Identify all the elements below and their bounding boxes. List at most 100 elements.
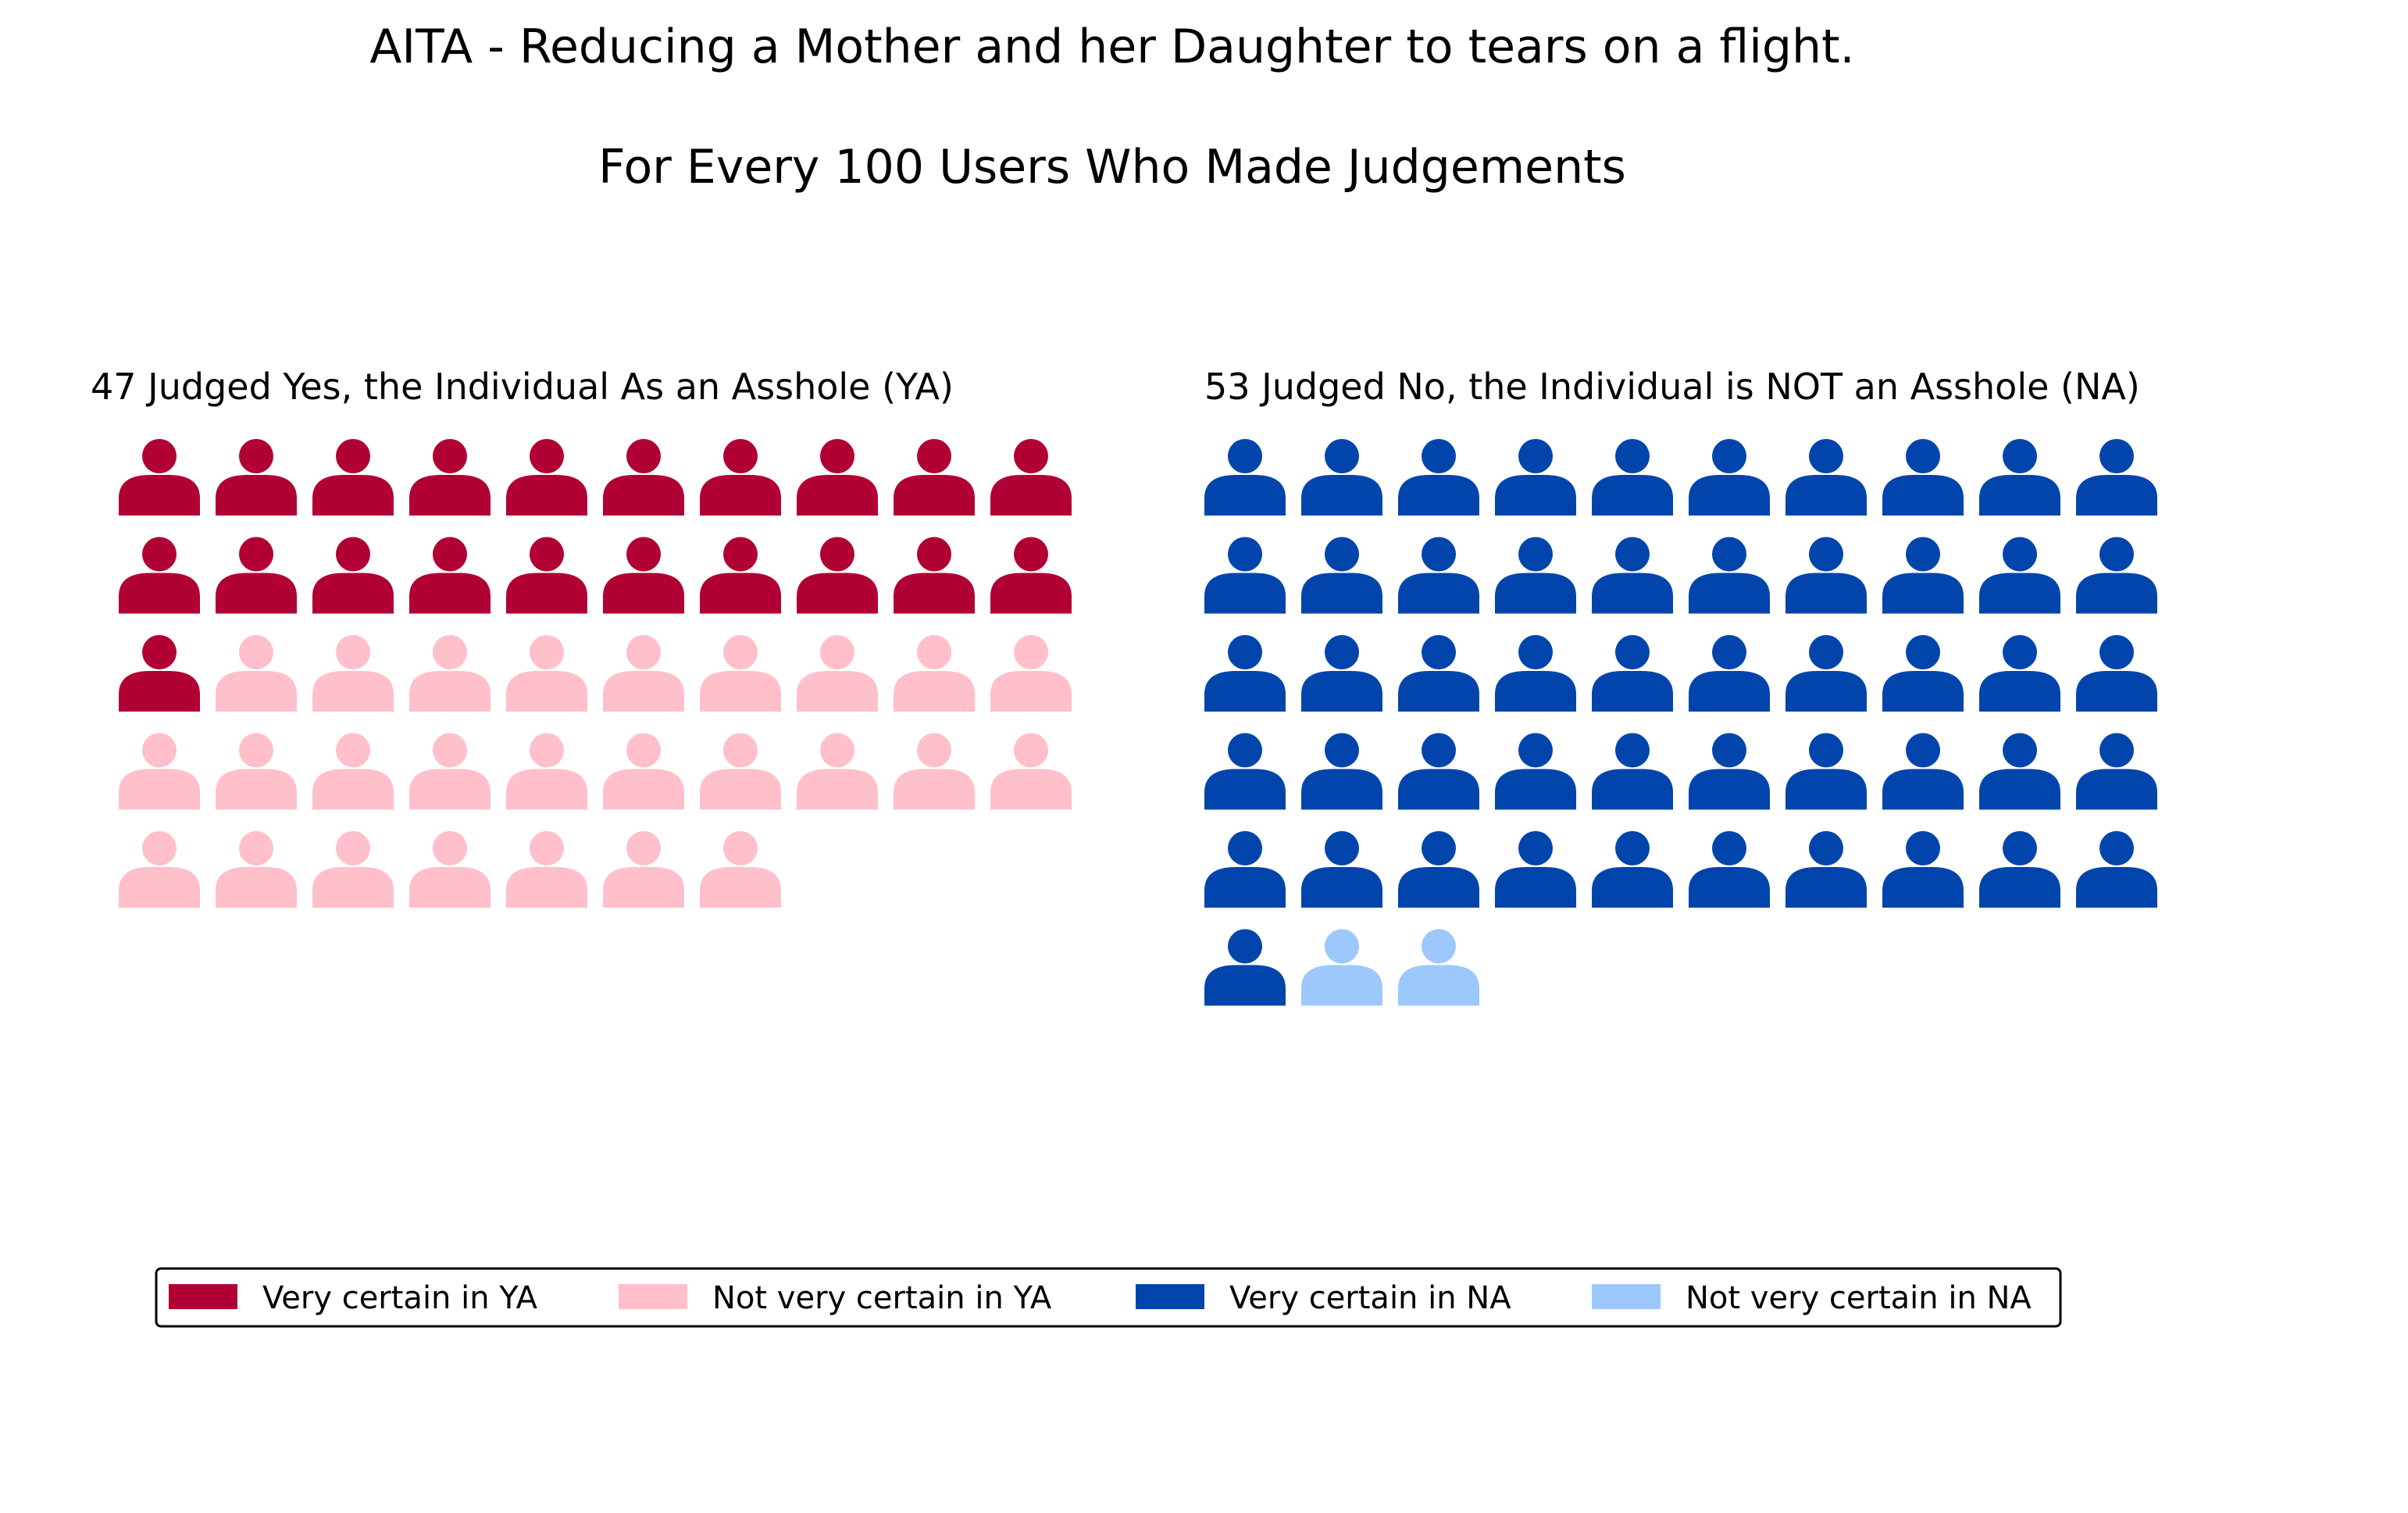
person-icon-na-seg0-29 — [2076, 635, 2157, 712]
person-icon-ya-seg0-5 — [603, 439, 684, 516]
person-icon-ya-seg0-18 — [894, 537, 975, 614]
person-icon-na-seg0-0 — [1204, 439, 1286, 516]
person-icon-na-seg0-11 — [1301, 537, 1382, 614]
person-icon-na-seg0-10 — [1204, 537, 1286, 614]
person-icon-ya-seg0-4 — [506, 439, 587, 516]
person-icon-na-seg0-25 — [1689, 635, 1770, 712]
person-icon-ya-seg1-24 — [506, 635, 587, 712]
person-icon-ya-seg1-34 — [506, 733, 587, 810]
person-icon-ya-seg1-30 — [119, 733, 200, 810]
person-icon-ya-seg1-31 — [216, 733, 297, 810]
person-icon-ya-seg1-45 — [603, 831, 684, 908]
person-icon-ya-seg0-9 — [990, 439, 1072, 516]
person-icon-na-seg0-26 — [1785, 635, 1867, 712]
person-icon-ya-seg0-20 — [119, 635, 200, 712]
person-icon-ya-seg1-28 — [894, 635, 975, 712]
person-icon-ya-seg1-35 — [603, 733, 684, 810]
person-icon-na-seg0-2 — [1398, 439, 1479, 516]
person-icon-na-seg0-41 — [1301, 831, 1382, 908]
person-icon-na-seg0-40 — [1204, 831, 1286, 908]
chart-subtitle: For Every 100 Users Who Made Judgements — [598, 140, 1626, 194]
person-icon-ya-seg0-8 — [894, 439, 975, 516]
person-icon-na-seg0-33 — [1495, 733, 1576, 810]
person-icon-na-seg0-13 — [1495, 537, 1576, 614]
person-icon-na-seg0-31 — [1301, 733, 1382, 810]
panel-na-icon-grid — [1204, 439, 2157, 1006]
person-icon-ya-seg1-44 — [506, 831, 587, 908]
person-icon-ya-seg1-43 — [409, 831, 491, 908]
person-icon-ya-seg1-42 — [312, 831, 394, 908]
person-icon-na-seg0-17 — [1882, 537, 1964, 614]
person-icon-na-seg0-6 — [1785, 439, 1867, 516]
legend-swatch-not-very-certain-ya — [619, 1284, 687, 1309]
person-icon-na-seg1-52 — [1398, 929, 1479, 1006]
person-icon-na-seg0-37 — [1882, 733, 1964, 810]
person-icon-ya-seg0-16 — [700, 537, 781, 614]
person-icon-na-seg0-18 — [1979, 537, 2060, 614]
person-icon-na-seg0-27 — [1882, 635, 1964, 712]
person-icon-na-seg0-15 — [1689, 537, 1770, 614]
person-icon-ya-seg1-40 — [119, 831, 200, 908]
person-icon-na-seg0-46 — [1785, 831, 1867, 908]
person-icon-na-seg0-3 — [1495, 439, 1576, 516]
legend-label-not-very-certain-ya: Not very certain in YA — [712, 1280, 1052, 1316]
person-icon-ya-seg0-14 — [506, 537, 587, 614]
person-icon-na-seg0-16 — [1785, 537, 1867, 614]
person-icon-na-seg0-23 — [1495, 635, 1576, 712]
person-icon-na-seg0-9 — [2076, 439, 2157, 516]
person-icon-ya-seg0-6 — [700, 439, 781, 516]
person-icon-na-seg0-22 — [1398, 635, 1479, 712]
person-icon-ya-seg1-23 — [409, 635, 491, 712]
person-icon-na-seg0-5 — [1689, 439, 1770, 516]
person-icon-ya-seg0-12 — [312, 537, 394, 614]
person-icon-ya-seg1-26 — [700, 635, 781, 712]
person-icon-ya-seg1-27 — [797, 635, 878, 712]
person-icon-ya-seg1-39 — [990, 733, 1072, 810]
person-icon-na-seg0-30 — [1204, 733, 1286, 810]
person-icon-na-seg0-49 — [2076, 831, 2157, 908]
person-icon-ya-seg1-46 — [700, 831, 781, 908]
person-icon-na-seg0-44 — [1592, 831, 1673, 908]
person-icon-ya-seg0-19 — [990, 537, 1072, 614]
person-icon-na-seg0-36 — [1785, 733, 1867, 810]
person-icon-ya-seg1-36 — [700, 733, 781, 810]
person-icon-ya-seg1-41 — [216, 831, 297, 908]
person-icon-na-seg0-50 — [1204, 929, 1286, 1006]
legend-swatch-very-certain-na — [1136, 1284, 1204, 1309]
person-icon-ya-seg0-10 — [119, 537, 200, 614]
person-icon-ya-seg1-32 — [312, 733, 394, 810]
person-icon-ya-seg1-22 — [312, 635, 394, 712]
person-icon-ya-seg0-7 — [797, 439, 878, 516]
person-icon-ya-seg0-11 — [216, 537, 297, 614]
person-icon-na-seg0-12 — [1398, 537, 1479, 614]
person-icon-na-seg0-42 — [1398, 831, 1479, 908]
person-icon-ya-seg1-25 — [603, 635, 684, 712]
person-icon-na-seg0-28 — [1979, 635, 2060, 712]
legend-swatch-very-certain-ya — [169, 1284, 237, 1309]
person-icon-na-seg0-38 — [1979, 733, 2060, 810]
legend-label-not-very-certain-na: Not very certain in NA — [1686, 1280, 2032, 1316]
legend-label-very-certain-ya: Very certain in YA — [262, 1280, 538, 1316]
person-icon-ya-seg0-2 — [312, 439, 394, 516]
person-icon-na-seg0-35 — [1689, 733, 1770, 810]
chart-title: AITA - Reducing a Mother and her Daughte… — [369, 20, 1854, 74]
person-icon-ya-seg1-33 — [409, 733, 491, 810]
panel-title-na: 53 Judged No, the Individual is NOT an A… — [1204, 366, 2140, 408]
person-icon-ya-seg1-29 — [990, 635, 1072, 712]
person-icon-ya-seg1-38 — [894, 733, 975, 810]
person-icon-ya-seg0-13 — [409, 537, 491, 614]
panel-title-ya: 47 Judged Yes, the Individual As an Assh… — [91, 366, 954, 408]
person-icon-na-seg0-8 — [1979, 439, 2060, 516]
panel-ya-icon-grid — [119, 439, 1072, 908]
person-icon-na-seg0-14 — [1592, 537, 1673, 614]
person-icon-na-seg0-45 — [1689, 831, 1770, 908]
legend-label-very-certain-na: Very certain in NA — [1229, 1280, 1511, 1316]
person-icon-ya-seg1-21 — [216, 635, 297, 712]
person-icon-ya-seg0-3 — [409, 439, 491, 516]
person-icon-na-seg0-47 — [1882, 831, 1964, 908]
person-icon-ya-seg1-37 — [797, 733, 878, 810]
person-icon-na-seg0-48 — [1979, 831, 2060, 908]
legend-swatch-not-very-certain-na — [1592, 1284, 1661, 1309]
person-icon-ya-seg0-17 — [797, 537, 878, 614]
